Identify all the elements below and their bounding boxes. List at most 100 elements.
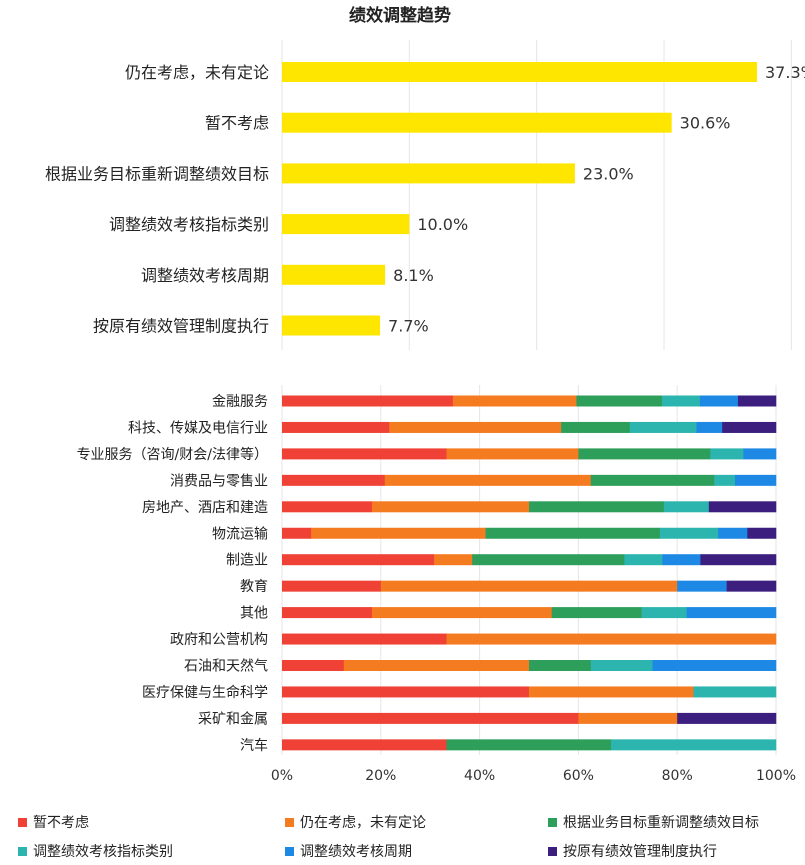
stacked-bar-segment (472, 554, 625, 566)
legend-swatch (285, 817, 294, 827)
stacked-bar-segment (561, 421, 631, 433)
bottom-category-label: 医疗保健与生命科学 (142, 684, 268, 701)
stacked-bar-segment (485, 527, 661, 539)
stacked-bar-segment (282, 633, 447, 645)
top-category-label: 仍在考虑，未有定论 (125, 63, 269, 82)
stacked-bar-segment (282, 686, 530, 698)
legend-label: 调整绩效考核指标类别 (33, 844, 173, 860)
stacked-bar-segment (389, 421, 562, 433)
x-tick-label: 20% (365, 768, 396, 784)
bottom-category-label: 其他 (240, 606, 268, 622)
bottom-category-label: 汽车 (240, 737, 268, 754)
stacked-bar-segment (282, 501, 373, 513)
legend-swatch (548, 846, 557, 856)
legend-label: 按原有绩效管理制度执行 (563, 844, 717, 860)
stacked-bar-segment (311, 527, 486, 539)
stacked-bar-segment (282, 607, 373, 619)
top-bar (282, 112, 672, 133)
stacked-bar-segment (282, 527, 312, 539)
stacked-bar-segment (529, 686, 694, 698)
bottom-category-label: 消费品与零售业 (170, 473, 268, 489)
top-value-label: 37.3% (765, 63, 805, 82)
stacked-bar-segment (282, 395, 454, 407)
top-bar (282, 315, 381, 336)
top-category-label: 暂不考虑 (205, 114, 269, 133)
bottom-category-label: 石油和天然气 (184, 658, 268, 675)
chart-canvas: 绩效调整趋势 仍在考虑，未有定论 37.3% 暂不考虑 30.6% 根据业务目标重新调整… (45, 5, 805, 784)
x-tick-label: 40% (464, 768, 495, 784)
bottom-category-label: 教育 (240, 579, 268, 595)
legend-swatch (285, 846, 294, 856)
top-bar (282, 62, 757, 82)
top-category-label: 根据业务目标重新调整绩效目标 (45, 164, 269, 183)
stacked-bar-segment (693, 686, 777, 698)
top-value-label: 30.6% (680, 114, 731, 133)
legend-item: 根据业务目标重新调整绩效目标 (548, 812, 759, 832)
top-value-label: 23.0% (583, 164, 634, 183)
x-tick-label: 80% (662, 768, 693, 784)
stacked-bar-segment (743, 448, 777, 460)
stacked-bar-segment (747, 527, 777, 539)
bottom-category-label: 科技、传媒及电信行业 (128, 420, 268, 436)
stacked-bar-segment (677, 580, 727, 592)
top-value-label: 10.0% (417, 215, 468, 234)
stacked-bar-segment (529, 660, 592, 671)
bottom-category-label: 专业服务（咨询/财会/法律等） (77, 446, 268, 463)
legend-item: 按原有绩效管理制度执行 (548, 841, 717, 861)
stacked-bar-segment (641, 607, 687, 619)
stacked-bar-segment (677, 712, 777, 724)
x-tick-label: 60% (563, 768, 594, 784)
bottom-category-label: 物流运输 (212, 526, 268, 542)
stacked-bar-segment (452, 395, 577, 407)
top-bar (282, 214, 410, 235)
x-tick-label: 0% (271, 768, 293, 784)
stacked-bar-segment (282, 580, 382, 592)
stacked-bar-segment (371, 607, 553, 619)
top-category-label: 调整绩效考核周期 (141, 266, 269, 285)
stacked-bar-segment (529, 501, 665, 513)
chart-legend: 暂不考虑 仍在考虑，未有定论 根据业务目标重新调整绩效目标 调整绩效考核指标类别 调整绩… (0, 806, 805, 865)
legend-item: 调整绩效考核指标类别 (18, 841, 173, 861)
stacked-bar-segment (624, 554, 663, 566)
stacked-bar-segment (551, 607, 642, 619)
stacked-bar-segment (661, 395, 701, 407)
stacked-bar-segment (611, 739, 777, 751)
legend-swatch (548, 817, 557, 827)
stacked-bar-segment (652, 660, 777, 671)
stacked-bar-segment (578, 712, 678, 724)
legend-item: 仍在考虑，未有定论 (285, 812, 426, 832)
top-category-label: 按原有绩效管理制度执行 (93, 317, 269, 336)
stacked-bar-segment (434, 554, 473, 566)
stacked-bar-segment (629, 421, 697, 433)
top-bar-chart: 仍在考虑，未有定论 37.3% 暂不考虑 30.6% 根据业务目标重新调整绩效目标 23.… (45, 62, 805, 336)
bottom-category-label: 采矿和金属 (198, 711, 268, 727)
stacked-bar-segment (699, 395, 739, 407)
top-category-label: 调整绩效考核指标类别 (109, 215, 269, 234)
stacked-bar-segment (446, 739, 612, 751)
legend-swatch (18, 817, 27, 827)
stacked-bar-segment (578, 448, 711, 460)
legend-label: 仍在考虑，未有定论 (300, 815, 426, 831)
bottom-category-label: 金融服务 (212, 394, 268, 410)
stacked-bar-segment (734, 474, 777, 486)
stacked-bar-segment (371, 501, 530, 513)
stacked-bar-segment (663, 501, 710, 513)
stacked-bar-segment (590, 474, 715, 486)
top-chart-gridlines (281, 40, 792, 350)
stacked-bar-segment (282, 421, 390, 433)
stacked-bar-segment (380, 580, 678, 592)
stacked-bar-segment (590, 660, 653, 671)
stacked-bar-segment (446, 633, 777, 645)
stacked-bar-segment (722, 421, 777, 433)
stacked-bar-segment (282, 660, 345, 671)
stacked-bar-segment (686, 607, 777, 619)
bottom-category-label: 政府和公营机构 (170, 632, 268, 648)
stacked-bar-segment (282, 554, 435, 566)
stacked-bar-segment (718, 527, 748, 539)
bottom-category-label: 房地产、酒店和建造 (142, 500, 268, 516)
stacked-bar-segment (282, 474, 386, 486)
stacked-bar-segment (700, 554, 777, 566)
stacked-bar-segment (737, 395, 777, 407)
stacked-bar-segment (708, 501, 777, 513)
